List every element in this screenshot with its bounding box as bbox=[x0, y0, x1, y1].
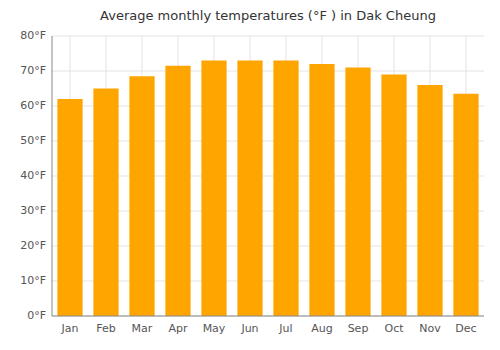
x-tick-label: May bbox=[203, 322, 226, 335]
x-tick-label: Feb bbox=[96, 322, 115, 335]
x-tick-label: Jun bbox=[240, 322, 258, 335]
bars bbox=[57, 61, 478, 317]
bar bbox=[201, 61, 226, 317]
bar bbox=[309, 64, 334, 316]
bar bbox=[165, 66, 190, 316]
grid bbox=[52, 36, 484, 316]
y-tick-label: 70°F bbox=[20, 64, 46, 77]
x-axis-line bbox=[52, 316, 484, 317]
x-tick-label: Nov bbox=[419, 322, 441, 335]
y-tick-label: 50°F bbox=[20, 134, 46, 147]
y-grid-line bbox=[52, 316, 484, 317]
chart: 0°F 10°F 20°F 30°F 40°F 50°F 60°F 70°F 80°F Jan Fe… bbox=[0, 0, 500, 350]
bar bbox=[57, 99, 82, 316]
bar bbox=[453, 94, 478, 316]
bar bbox=[417, 85, 442, 316]
x-tick-label: Sep bbox=[348, 322, 369, 335]
y-tick-label: 60°F bbox=[20, 99, 46, 112]
title: Average monthly temperatures (°F ) in Da… bbox=[100, 8, 436, 23]
x-tick-label: Mar bbox=[132, 322, 153, 335]
x-tick-label: Jan bbox=[61, 322, 79, 335]
y-tick-label: 20°F bbox=[20, 239, 46, 252]
x-tick-label: Oct bbox=[384, 322, 404, 335]
axes: 0°F 10°F 20°F 30°F 40°F 50°F 60°F 70°F 80°F Jan Fe… bbox=[20, 29, 476, 335]
bar bbox=[381, 75, 406, 317]
y-tick-label: 30°F bbox=[20, 204, 46, 217]
y-tick-label: 0°F bbox=[27, 309, 46, 322]
x-tick-label: Apr bbox=[168, 322, 188, 335]
bar bbox=[129, 76, 154, 316]
bar bbox=[273, 61, 298, 317]
chart-container: 0°F 10°F 20°F 30°F 40°F 50°F 60°F 70°F 80°F Jan Fe… bbox=[0, 0, 500, 350]
x-tick-label: Dec bbox=[455, 322, 476, 335]
x-tick-label: Aug bbox=[311, 322, 332, 335]
y-tick-label: 10°F bbox=[20, 274, 46, 287]
y-tick-label: 80°F bbox=[20, 29, 46, 42]
x-tick-label: Jul bbox=[278, 322, 292, 335]
y-grid-line bbox=[52, 71, 484, 72]
y-axis-line bbox=[52, 36, 53, 316]
bar bbox=[237, 61, 262, 317]
bar bbox=[93, 89, 118, 317]
y-grid-line bbox=[52, 36, 484, 37]
y-tick-label: 40°F bbox=[20, 169, 46, 182]
bar bbox=[345, 68, 370, 317]
